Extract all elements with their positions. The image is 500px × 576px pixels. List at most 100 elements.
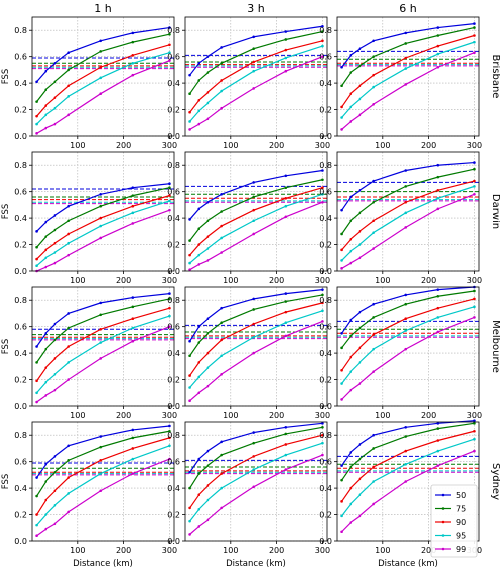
panel-melbourne-3h-series-point-75 xyxy=(252,308,256,311)
panel-brisbane-3h-series-line-95 xyxy=(189,45,323,122)
panel-brisbane-3h-ytick-label: 0.8 xyxy=(167,26,180,35)
panel-brisbane-1h-series-point-99 xyxy=(67,113,70,117)
panel-melbourne-6h-series-point-50 xyxy=(372,302,375,306)
panel-brisbane-1h-series-point-90 xyxy=(35,114,38,118)
panel-brisbane-6h-series-point-50 xyxy=(358,47,362,51)
panel-melbourne-1h-series-point-95 xyxy=(44,380,48,384)
panel-sydney-6h-series-point-99 xyxy=(340,530,343,534)
panel-brisbane-6h-series-point-90 xyxy=(372,73,375,77)
panel-brisbane-1h-series-point-75 xyxy=(168,32,171,36)
panel-sydney-1h-series-point-95 xyxy=(35,523,38,527)
panel-melbourne-1h-series-line-90 xyxy=(36,307,170,382)
panel-sydney-3h-ytick-label: 0.6 xyxy=(167,458,180,467)
panel-melbourne-1h-series-point-75 xyxy=(99,313,103,317)
panel-melbourne-3h-series-point-50 xyxy=(220,306,223,310)
panel-darwin-6h-series-point-95 xyxy=(358,243,362,246)
panel-melbourne-3h-series-point-95 xyxy=(284,321,288,325)
panel-sydney-6h-series-point-99 xyxy=(404,480,408,483)
panel-darwin-3h-series-point-75 xyxy=(321,178,324,182)
panel-sydney-6h-series-point-90 xyxy=(473,429,476,433)
panel-melbourne-1h-series-point-95 xyxy=(67,361,70,364)
panel-brisbane-1h-series-point-75 xyxy=(131,40,135,44)
panel-sydney-6h-ytick-label: 0.2 xyxy=(319,511,332,520)
panel-melbourne-3h-series-point-75 xyxy=(321,293,324,297)
panel-sydney-3h-series-point-75 xyxy=(206,464,210,467)
panel-darwin-6h-series-point-90 xyxy=(473,179,476,183)
y-axis-label: FSS xyxy=(1,474,11,490)
panel-melbourne-3h-series-point-99 xyxy=(252,351,256,355)
panel-darwin-6h-ytick-label: 0.4 xyxy=(319,214,332,223)
legend-marker-90 xyxy=(441,520,445,524)
panel-darwin-3h-series-point-50 xyxy=(197,207,201,211)
panel-brisbane-3h-series-point-50 xyxy=(206,55,210,58)
panel-brisbane-3h-ytick-label: 0.0 xyxy=(167,132,180,141)
panel-sydney-3h-series-point-90 xyxy=(220,472,223,475)
panel-sydney-1h-series-point-75 xyxy=(35,494,38,498)
panel-darwin-6h-ytick-label: 0.0 xyxy=(319,267,332,276)
panel-brisbane-1h-series-point-90 xyxy=(44,104,48,107)
panel-sydney-1h-xtick-label: 300 xyxy=(162,546,177,555)
panel-darwin-6h-series-point-99 xyxy=(436,207,440,211)
panel-brisbane-6h-series-point-95 xyxy=(404,67,408,70)
panel-brisbane-3h-series-point-99 xyxy=(321,55,324,58)
panel-melbourne-1h-series-point-99 xyxy=(44,394,48,397)
panel-sydney-3h-series-point-95 xyxy=(252,468,256,471)
panel-darwin-1h-series-point-50 xyxy=(67,204,70,208)
panel-darwin-6h-series-point-50 xyxy=(404,169,408,172)
panel-darwin-6h-series-point-99 xyxy=(358,256,362,260)
panel-brisbane-3h-series-point-50 xyxy=(197,61,201,65)
panel-darwin-3h-series-point-75 xyxy=(252,195,256,199)
panel-brisbane-6h-series-point-95 xyxy=(358,97,362,101)
panel-sydney-1h-series-point-95 xyxy=(67,492,70,495)
panel-melbourne-1h-series-point-75 xyxy=(35,361,38,364)
panel-sydney-3h-ytick-label: 0.4 xyxy=(167,484,180,493)
panel-darwin-1h-series-point-95 xyxy=(53,251,57,254)
panel-darwin-1h-ytick-label: 0.6 xyxy=(14,188,27,197)
panel-melbourne-6h-series-point-75 xyxy=(404,302,408,306)
panel-darwin-1h-series-point-75 xyxy=(131,194,135,197)
panel-melbourne-3h-series-point-99 xyxy=(284,334,288,338)
panel-sydney-1h-series-point-50 xyxy=(35,476,38,479)
panel-darwin-6h-series-point-50 xyxy=(473,161,476,164)
panel-melbourne-3h-series-point-99 xyxy=(197,391,201,395)
panel-sydney-1h-series-point-90 xyxy=(53,489,57,493)
panel-sydney-6h-series-point-50 xyxy=(436,422,440,425)
panel-brisbane-1h-series-point-50 xyxy=(99,39,103,43)
panel-darwin-6h-series-point-50 xyxy=(436,163,440,167)
panel-darwin-6h-series-point-90 xyxy=(436,189,440,192)
panel-sydney-3h-series-point-75 xyxy=(197,472,201,475)
panel-darwin-1h-series-point-50 xyxy=(99,193,103,196)
panel-sydney-3h-series-point-90 xyxy=(206,484,210,487)
panel-darwin-1h-xtick-label: 100 xyxy=(70,276,85,285)
panel-brisbane-6h-series-point-99 xyxy=(349,120,353,123)
panel-sydney-3h-series-point-50 xyxy=(252,431,256,434)
panel-melbourne-6h-series-point-95 xyxy=(473,305,476,309)
panel-melbourne-1h-series-point-95 xyxy=(168,314,171,318)
panel-brisbane-3h-series-point-95 xyxy=(252,69,256,73)
panel-sydney-6h-series-point-50 xyxy=(358,443,362,446)
panel-darwin-1h-series-point-95 xyxy=(35,264,38,268)
panel-darwin-6h-series-point-95 xyxy=(372,231,375,234)
panel-sydney-1h-series-point-95 xyxy=(44,513,48,516)
panel-sydney-3h-series-point-75 xyxy=(188,486,191,490)
panel-darwin-1h-series-point-99 xyxy=(44,265,48,269)
panel-sydney-1h-series-point-95 xyxy=(131,457,135,461)
panel-brisbane-6h-series-point-50 xyxy=(340,65,343,69)
panel-darwin-6h-series-point-75 xyxy=(473,167,476,171)
panel-darwin-1h-series-point-90 xyxy=(67,232,70,236)
panel-darwin-3h-series-point-95 xyxy=(284,204,288,208)
panel-darwin-1h-ytick-label: 0.4 xyxy=(14,214,27,223)
panel-sydney-1h-series-point-99 xyxy=(99,489,103,493)
panel-brisbane-1h-series-point-99 xyxy=(53,122,57,126)
panel-melbourne-6h-series-point-95 xyxy=(436,316,440,319)
panel-darwin-1h-series-point-75 xyxy=(53,228,57,232)
panel-melbourne-3h-series-point-90 xyxy=(206,351,210,355)
panel-darwin-6h-series-point-50 xyxy=(340,208,343,212)
panel-sydney-6h-series-point-90 xyxy=(340,500,343,503)
panel-melbourne-3h-series-point-95 xyxy=(197,375,201,379)
panel-darwin-1h-series-line-99 xyxy=(36,209,170,272)
panel-melbourne-3h-series-point-95 xyxy=(188,386,191,389)
panel-brisbane-1h-series-point-99 xyxy=(44,126,48,130)
panel-darwin-6h-ytick-label: 0.2 xyxy=(319,241,332,250)
